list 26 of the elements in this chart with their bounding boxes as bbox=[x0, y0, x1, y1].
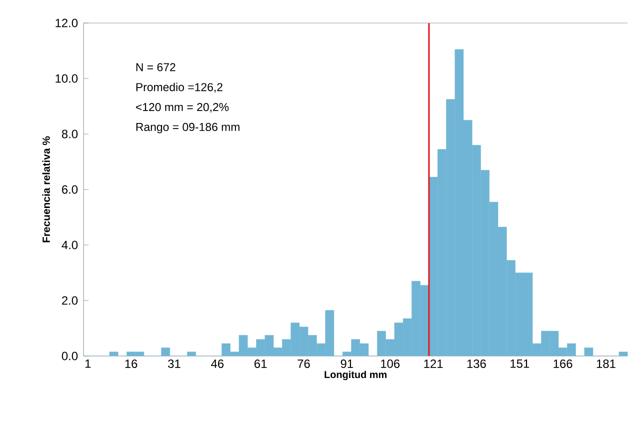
x-tick-label: 91 bbox=[340, 360, 353, 368]
x-tick-label: 31 bbox=[168, 360, 180, 368]
annotation: <120 mm = 20,2% bbox=[136, 103, 229, 112]
x-axis-title: Longitud mm bbox=[324, 370, 386, 380]
annotation: Promedio =126,2 bbox=[136, 82, 222, 93]
x-tick-label: 16 bbox=[125, 360, 138, 368]
x-tick-label: 181 bbox=[596, 360, 616, 368]
x-tick-label: 1 bbox=[85, 360, 91, 368]
x-tick-label: 121 bbox=[424, 360, 443, 368]
x-tick-label: 166 bbox=[554, 360, 572, 368]
x-tick-label: 76 bbox=[298, 360, 310, 368]
y-tick-label: 12.0 bbox=[56, 18, 78, 28]
y-tick-label: 10.0 bbox=[56, 74, 78, 83]
annotation: Rango = 09-186 mm bbox=[136, 122, 240, 134]
x-tick-label: 136 bbox=[467, 360, 486, 368]
y-tick-label: 8.0 bbox=[62, 130, 78, 138]
x-tick-label: 151 bbox=[510, 360, 530, 368]
annotation: N = 672 bbox=[136, 63, 176, 72]
x-tick-label: 61 bbox=[254, 360, 267, 368]
x-tick-label: 106 bbox=[381, 360, 400, 368]
y-tick-label: 2.0 bbox=[62, 296, 78, 305]
y-tick-label: 0.0 bbox=[62, 352, 78, 360]
y-axis-title: Frecuencia relativa % bbox=[42, 136, 50, 242]
y-tick-label: 6.0 bbox=[62, 185, 78, 194]
x-tick-label: 46 bbox=[211, 360, 224, 368]
y-tick-label: 4.0 bbox=[62, 240, 78, 250]
